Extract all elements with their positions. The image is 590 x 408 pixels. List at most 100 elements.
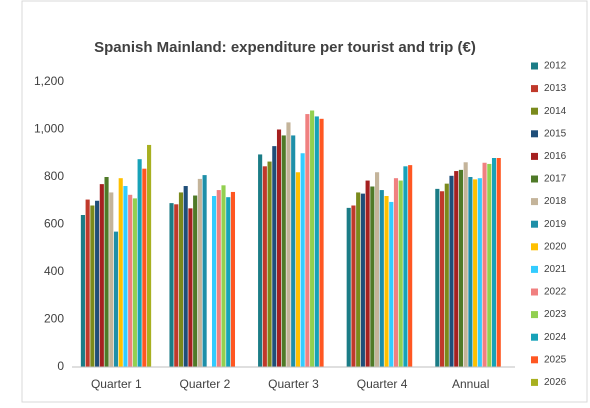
y-tick-label: 400 <box>44 264 64 278</box>
bar <box>226 197 231 367</box>
bar <box>132 198 137 367</box>
legend-label: 2022 <box>544 287 567 298</box>
legend-swatch <box>531 175 538 183</box>
bar <box>174 204 179 367</box>
legend-label: 2017 <box>544 174 567 185</box>
bar <box>99 184 104 367</box>
legend-label: 2018 <box>544 196 567 207</box>
x-tick-label: Quarter 4 <box>357 377 408 391</box>
bar <box>230 191 236 367</box>
bar <box>463 162 468 367</box>
legend-label: 2021 <box>544 264 567 275</box>
bar <box>496 158 501 367</box>
legend-swatch <box>531 243 538 251</box>
legend-swatch <box>531 198 538 206</box>
bar <box>147 144 152 367</box>
bar <box>85 199 90 367</box>
legend-swatch <box>531 152 538 160</box>
y-tick-label: 600 <box>44 217 64 231</box>
x-tick-label: Quarter 2 <box>180 377 231 391</box>
bar <box>202 175 207 367</box>
bar <box>491 158 497 367</box>
bar <box>487 163 492 367</box>
bar <box>197 178 202 367</box>
legend-label: 2015 <box>544 128 567 139</box>
bar <box>403 166 408 367</box>
bar <box>375 172 380 367</box>
bar <box>393 178 399 367</box>
bar <box>435 188 440 367</box>
bar <box>123 186 128 367</box>
bar <box>95 200 100 367</box>
bar <box>444 183 449 367</box>
bar <box>291 135 296 367</box>
bar <box>300 153 305 367</box>
bar <box>128 194 133 367</box>
bar <box>473 179 478 367</box>
bar <box>188 208 193 367</box>
legend-label: 2016 <box>544 151 567 162</box>
legend-label: 2025 <box>544 354 567 365</box>
y-tick-label: 1,000 <box>34 122 64 136</box>
legend-swatch <box>531 356 538 364</box>
bar <box>454 171 459 367</box>
bar <box>286 122 291 367</box>
y-tick-label: 0 <box>57 359 64 373</box>
bar <box>258 154 263 367</box>
legend-label: 2023 <box>544 309 567 320</box>
x-tick-label: Annual <box>452 377 489 391</box>
bar <box>310 110 315 367</box>
bar <box>281 135 286 367</box>
bar <box>80 215 85 367</box>
y-tick-label: 1,200 <box>34 74 64 88</box>
legend-swatch <box>531 62 538 70</box>
bar <box>360 193 365 367</box>
bar <box>370 186 375 367</box>
bar <box>118 178 123 367</box>
bar <box>449 175 454 367</box>
legend-swatch <box>531 130 538 138</box>
legend-label: 2019 <box>544 219 567 230</box>
bar <box>104 177 109 367</box>
bar <box>169 203 174 367</box>
bar <box>365 180 370 367</box>
bar <box>262 166 267 367</box>
bar <box>351 205 356 367</box>
bar <box>384 196 389 367</box>
bar <box>346 207 351 367</box>
legend-swatch <box>531 265 538 273</box>
x-tick-label: Quarter 3 <box>268 377 319 391</box>
bar <box>276 129 282 367</box>
bar <box>267 161 272 367</box>
legend-swatch <box>531 220 538 228</box>
bar <box>272 146 277 367</box>
y-tick-label: 200 <box>44 312 64 326</box>
bar <box>439 191 445 367</box>
bar <box>109 192 114 367</box>
x-tick-label: Quarter 1 <box>91 377 142 391</box>
legend-label: 2013 <box>544 83 567 94</box>
bar <box>305 114 310 367</box>
bar <box>216 190 221 367</box>
y-tick-label: 800 <box>44 169 64 183</box>
bar <box>389 201 394 367</box>
bar <box>458 169 464 367</box>
bar <box>319 118 324 367</box>
bar <box>142 168 147 367</box>
legend-label: 2012 <box>544 61 567 72</box>
legend-swatch <box>531 107 538 115</box>
bar <box>221 185 226 367</box>
legend-label: 2014 <box>544 106 567 117</box>
bar <box>178 192 184 367</box>
legend-swatch <box>531 378 538 386</box>
legend-label: 2026 <box>544 377 567 388</box>
bar <box>482 162 487 367</box>
legend-label: 2024 <box>544 332 567 343</box>
bar <box>137 159 142 367</box>
bar <box>193 195 198 367</box>
legend-swatch <box>531 85 538 93</box>
legend-swatch <box>531 333 538 341</box>
legend-label: 2020 <box>544 241 567 252</box>
